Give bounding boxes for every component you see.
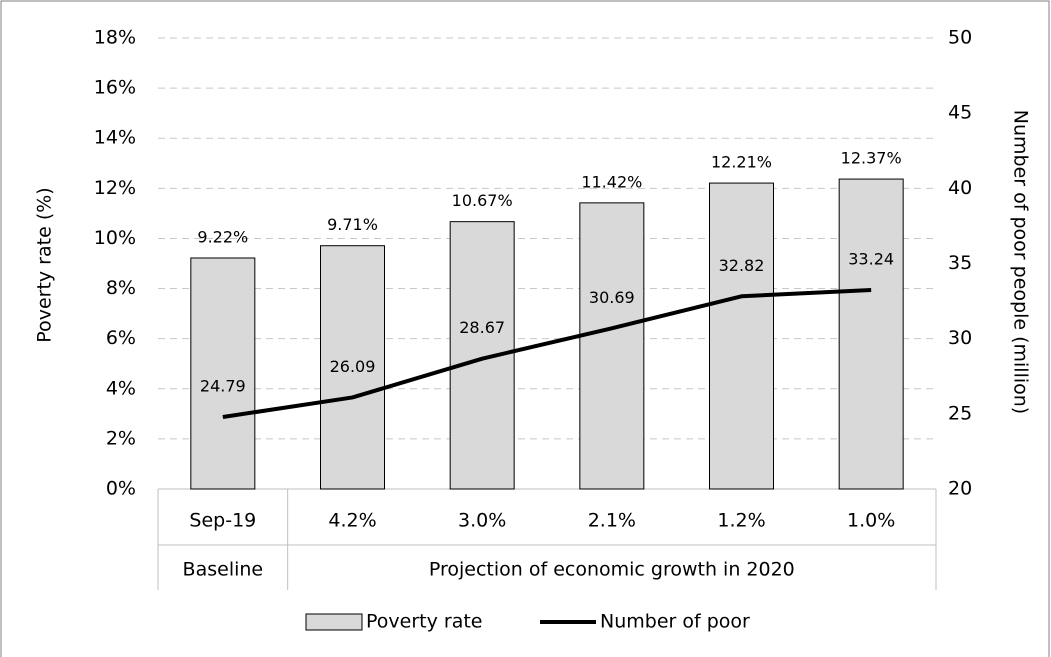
y-tick-label: 2% [106,427,136,449]
y-tick-label: 6% [106,327,136,349]
bar-value-label: 11.42% [581,172,642,191]
y-axis-title: Poverty rate (%) [34,187,56,342]
bar-value-label: 12.21% [711,153,772,172]
bar [190,257,256,490]
y2-tick-label: 50 [948,27,972,49]
bar [838,178,904,490]
y-tick-label: 12% [94,177,136,199]
y-tick-label: 8% [106,277,136,299]
legend-label: Number of poor [600,611,750,633]
line-value-label: 28.67 [459,318,505,337]
bar-value-label: 10.67% [452,191,513,210]
x-tick-label: 2.1% [588,510,636,532]
x-tick-label: 3.0% [458,510,506,532]
y-tick-label: 4% [106,377,136,399]
legend-label: Poverty rate [366,611,482,633]
bar-value-label: 9.71% [327,215,378,234]
line-value-label: 32.82 [719,256,765,275]
x-tick-label: Sep-19 [189,510,256,532]
y-tick-label: 0% [106,478,136,500]
y-tick-label: 10% [94,227,136,249]
x-tick-label: 4.2% [328,510,376,532]
y2-tick-label: 35 [948,252,972,274]
y2-tick-label: 40 [948,177,972,199]
line-value-label: 33.24 [848,249,894,268]
category-group-label: Projection of economic growth in 2020 [429,559,795,581]
x-tick-label: 1.0% [847,510,895,532]
line [222,287,872,419]
bar [579,202,645,490]
y2-tick-label: 20 [948,478,972,500]
y-tick-label: 18% [94,27,136,49]
y2-tick-label: 25 [948,402,972,424]
x-tick-label: 1.2% [717,510,765,532]
line-value-label: 24.79 [200,376,246,395]
category-group-label: Baseline [183,559,264,581]
y2-tick-label: 30 [948,327,972,349]
line-value-label: 26.09 [330,357,376,376]
bar-value-label: 12.37% [841,149,902,168]
y-tick-label: 16% [94,77,136,99]
y2-tick-label: 45 [948,102,972,124]
y2-axis-title: Number of poor people (million) [1010,110,1032,414]
legend-swatch [305,613,363,631]
bar-value-label: 9.22% [197,227,248,246]
bar [320,245,385,490]
y-tick-label: 14% [94,127,136,149]
bar [709,182,774,490]
line-value-label: 30.69 [589,288,635,307]
